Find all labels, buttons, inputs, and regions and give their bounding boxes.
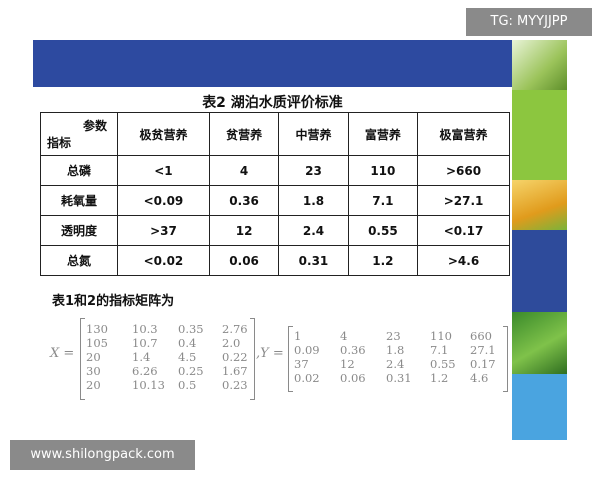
flower-image [512, 180, 567, 230]
decorative-sidebar [512, 40, 567, 440]
matrix-section-title: 表1和2的指标矩阵为 [52, 294, 175, 309]
row-label: 总氮 [40, 245, 118, 276]
matrix-entry: 20 [86, 378, 101, 392]
table-header-row: 参数 指标 极贫营养 贫营养 中营养 富营养 极富营养 [40, 112, 510, 156]
matrix-x-right-bracket [250, 318, 255, 400]
corner-top-label: 参数 [82, 119, 107, 133]
matrix-y-label: ,Y = [256, 346, 284, 361]
column-header: 极贫营养 [117, 112, 210, 156]
table-cell: 4 [208, 155, 280, 186]
matrix-entry: 30 [86, 364, 101, 378]
table-cell: 0.06 [208, 245, 280, 276]
matrix-entry: 10.3 [132, 322, 158, 336]
matrix-entry: 0.09 [294, 343, 320, 357]
water-quality-table: 参数 指标 极贫营养 贫营养 中营养 富营养 极富营养 总磷 <1 4 23 1… [40, 112, 510, 276]
matrix-entry: 1.67 [222, 364, 248, 378]
matrix-entry: 2.0 [222, 336, 241, 350]
matrix-entry: 23 [386, 329, 401, 343]
column-header: 中营养 [278, 112, 349, 156]
green-panel [512, 90, 567, 180]
matrix-entry: 2.4 [386, 357, 405, 371]
table-cell: 0.31 [278, 245, 349, 276]
row-label: 透明度 [40, 215, 118, 246]
matrix-x-left-bracket [80, 318, 85, 400]
corner-cell: 参数 指标 [40, 112, 118, 156]
matrix-y-left-bracket [288, 326, 293, 392]
matrix-entry: 110 [430, 329, 452, 343]
table-cell: >4.6 [417, 245, 510, 276]
table-cell: 23 [278, 155, 349, 186]
column-header: 富营养 [347, 112, 419, 156]
matrix-entry: 4 [340, 329, 348, 343]
matrix-entry: 0.23 [222, 378, 248, 392]
matrix-entry: 20 [86, 350, 101, 364]
matrix-entry: 0.31 [386, 371, 412, 385]
table-cell: 1.8 [278, 185, 349, 216]
matrix-x: 130 10.3 0.35 2.76 105 10.7 0.4 2.0 20 1.4 4.5 0.22… [86, 322, 258, 392]
matrix-entry: 0.55 [430, 357, 456, 371]
matrix-entry: 4.5 [178, 350, 197, 364]
matrix-entry: 0.36 [340, 343, 366, 357]
matrix-entry: 4.6 [470, 371, 489, 385]
matrix-entry: 0.4 [178, 336, 197, 350]
column-header: 贫营养 [208, 112, 280, 156]
site-watermark: www.shilongpack.com [10, 440, 195, 470]
matrix-entry: 12 [340, 357, 355, 371]
matrix-entry: 0.35 [178, 322, 204, 336]
leaf-image [512, 40, 567, 90]
matrix-entry: 10.13 [132, 378, 165, 392]
matrix-entry: 2.76 [222, 322, 248, 336]
matrix-entry: 6.26 [132, 364, 158, 378]
matrix-entry: 1.2 [430, 371, 449, 385]
table-cell: >660 [417, 155, 510, 186]
table-cell: >37 [117, 215, 210, 246]
matrix-entry: 0.5 [178, 378, 197, 392]
table-cell: <0.02 [117, 245, 210, 276]
table-row: 总氮 <0.02 0.06 0.31 1.2 >4.6 [40, 245, 510, 276]
column-header: 极富营养 [417, 112, 510, 156]
matrix-y: 1 4 23 110 660 0.09 0.36 1.8 7.1 27.1 37 12 2.4 0.55 0… [294, 329, 498, 385]
matrix-entry: 0.02 [294, 371, 320, 385]
table-cell: 0.36 [208, 185, 280, 216]
matrix-entry: 7.1 [430, 343, 449, 357]
matrix-entry: 660 [470, 329, 492, 343]
table-row: 耗氧量 <0.09 0.36 1.8 7.1 >27.1 [40, 185, 510, 216]
matrix-entry: 105 [86, 336, 108, 350]
row-label: 总磷 [40, 155, 118, 186]
matrix-entry: 0.22 [222, 350, 248, 364]
table-cell: 12 [208, 215, 280, 246]
matrix-entry: 1.4 [132, 350, 151, 364]
matrix-entry: 1 [294, 329, 302, 343]
matrix-entry: 0.17 [470, 357, 496, 371]
corner-bottom-label: 指标 [47, 136, 72, 150]
table-row: 总磷 <1 4 23 110 >660 [40, 155, 510, 186]
matrix-entry: 27.1 [470, 343, 496, 357]
tg-watermark: TG: MYYJJPP [466, 8, 592, 36]
matrix-entry: 1.8 [386, 343, 405, 357]
sky-blue-panel [512, 374, 567, 440]
table-title: 表2 湖泊水质评价标准 [202, 95, 343, 111]
row-label: 耗氧量 [40, 185, 118, 216]
table-cell: <0.09 [117, 185, 210, 216]
table-cell: 1.2 [347, 245, 419, 276]
table-cell: 0.55 [347, 215, 419, 246]
matrix-y-right-bracket [503, 326, 508, 392]
header-band [33, 40, 512, 87]
matrix-entry: 0.06 [340, 371, 366, 385]
matrix-entry: 0.25 [178, 364, 204, 378]
matrix-entry: 130 [86, 322, 108, 336]
matrix-x-label: X = [50, 346, 75, 361]
table-cell: 110 [347, 155, 419, 186]
matrix-entry: 37 [294, 357, 309, 371]
matrix-entry: 10.7 [132, 336, 158, 350]
table-cell: <0.17 [417, 215, 510, 246]
table-row: 透明度 >37 12 2.4 0.55 <0.17 [40, 215, 510, 246]
table-cell: <1 [117, 155, 210, 186]
table-cell: >27.1 [417, 185, 510, 216]
table-cell: 7.1 [347, 185, 419, 216]
table-cell: 2.4 [278, 215, 349, 246]
dewdrop-leaf-image [512, 312, 567, 374]
blue-panel [512, 230, 567, 312]
